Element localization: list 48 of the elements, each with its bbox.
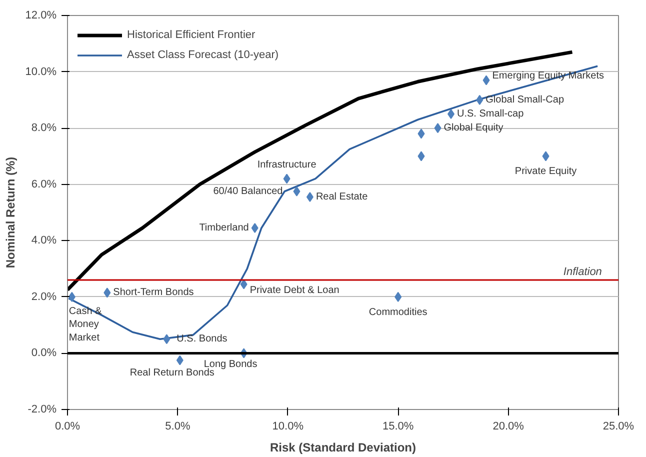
point bbox=[176, 355, 184, 366]
annotation: Timberland bbox=[199, 222, 249, 234]
point bbox=[482, 75, 490, 86]
point bbox=[68, 292, 76, 302]
x-tick-label: 20.0% bbox=[492, 420, 524, 432]
point bbox=[447, 109, 454, 119]
point bbox=[293, 186, 300, 196]
ref-line-label: Inflation bbox=[563, 266, 602, 278]
point bbox=[104, 288, 111, 298]
x-axis-title: Risk (Standard Deviation) bbox=[270, 440, 416, 454]
annotation: U.S. Bonds bbox=[176, 334, 228, 345]
point bbox=[418, 128, 425, 139]
annotation: Private Debt & Loan bbox=[250, 284, 340, 296]
legend-label: Historical Efficient Frontier bbox=[127, 29, 256, 41]
point bbox=[251, 222, 258, 233]
annotation: Private Equity bbox=[514, 166, 577, 178]
x-tick-label: 5.0% bbox=[165, 420, 190, 432]
annotation: Commodities bbox=[368, 306, 428, 318]
x-tick-label: 10.0% bbox=[272, 420, 304, 432]
annotation: Short-Term Bonds bbox=[113, 287, 194, 298]
annotation: Global Equity bbox=[444, 122, 504, 134]
point bbox=[476, 94, 484, 105]
y-tick-label: 4.0% bbox=[31, 234, 57, 247]
point bbox=[418, 151, 425, 162]
y-tick-label: 10.0% bbox=[25, 66, 57, 78]
y-tick-label: 6.0% bbox=[31, 178, 57, 190]
point bbox=[163, 334, 170, 344]
y-tick-label: -2.0% bbox=[28, 404, 57, 416]
x-tick-label: 15.0% bbox=[382, 420, 414, 432]
x-tick-label: 25.0% bbox=[602, 420, 634, 432]
point bbox=[240, 279, 248, 290]
y-axis-title: Nominal Return (%) bbox=[3, 156, 18, 268]
y-tick-label: 0.0% bbox=[31, 347, 57, 360]
annotation: Infrastructure bbox=[257, 160, 317, 171]
point bbox=[542, 151, 550, 162]
annotation: 60/40 Balanced bbox=[213, 186, 283, 197]
annotation: U.S. Small-cap bbox=[456, 108, 524, 120]
y-tick-label: 2.0% bbox=[31, 290, 57, 303]
point bbox=[283, 174, 290, 184]
y-tick-label: 8.0% bbox=[31, 122, 57, 134]
point bbox=[306, 192, 314, 202]
legend-label: Asset Class Forecast (10-year) bbox=[127, 49, 279, 61]
y-tick-label: 12.0% bbox=[25, 10, 57, 22]
annotation: Global Small-Cap bbox=[486, 94, 564, 106]
annotation: Real Estate bbox=[316, 192, 368, 203]
point bbox=[394, 292, 402, 302]
point bbox=[434, 123, 442, 134]
x-tick-label: 0.0% bbox=[54, 420, 80, 432]
